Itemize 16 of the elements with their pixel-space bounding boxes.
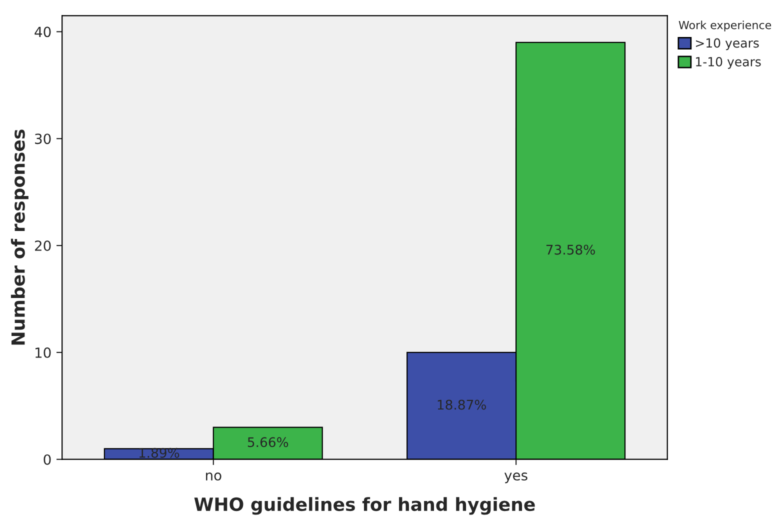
legend-label: 1-10 years	[696, 56, 761, 69]
annotation: 18.87%	[438, 400, 486, 410]
x-tick-label: no	[206, 472, 222, 481]
annotation: 5.66%	[248, 437, 288, 448]
annotation: 1.89%	[139, 448, 180, 458]
y-tick-label: 20	[35, 240, 51, 252]
y-tick-label: 30	[35, 134, 51, 144]
legend-label: >10 years	[696, 38, 759, 50]
legend-title: Work experience	[678, 20, 772, 32]
x-axis-title: WHO guidelines for hand hygiene	[194, 497, 535, 515]
x-tick-label: yes	[504, 472, 528, 484]
y-axis-title: Number of responses	[10, 130, 28, 345]
y-tick-label: 40	[34, 26, 51, 38]
y-tick-label: 10	[36, 347, 51, 358]
y-tick-label: 0	[44, 454, 51, 465]
annotation: 73.58%	[546, 244, 595, 255]
